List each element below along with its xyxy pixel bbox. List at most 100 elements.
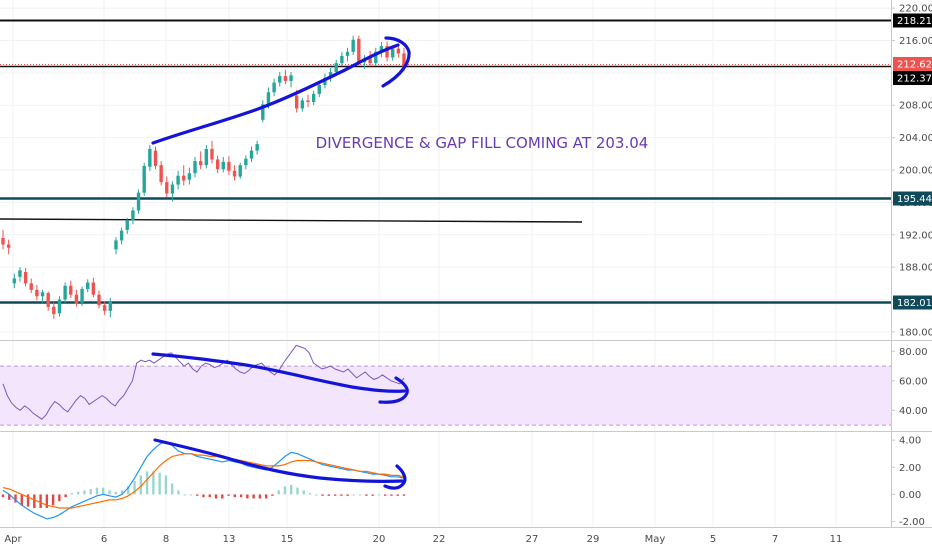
time-tick-label: 15 — [281, 534, 294, 545]
candle-body — [182, 175, 186, 181]
macd-tick-label: 4.00 — [899, 436, 921, 447]
hand-drawn-annotations — [151, 36, 411, 490]
time-tick-label: 5 — [710, 534, 716, 545]
macd-histogram-bar — [20, 494, 23, 506]
price-tags: 218.21 212.62 212.37 195.44 182.01 — [893, 13, 932, 310]
price-tick-label: 220.00 — [899, 4, 932, 15]
candle-body — [153, 150, 158, 166]
macd-histogram-bar — [277, 490, 280, 495]
macd-histogram-bar — [183, 494, 186, 496]
candle-body — [334, 63, 338, 73]
macd-histogram-bar — [371, 494, 374, 496]
time-tick-label: 20 — [373, 534, 386, 545]
macd-histogram-bar — [76, 491, 80, 495]
macd-histogram-bar — [377, 494, 381, 496]
candle-body — [29, 283, 33, 290]
candle-body — [119, 230, 124, 241]
candle-body — [249, 150, 254, 159]
candle-body — [396, 48, 401, 54]
candle-body — [74, 294, 79, 304]
time-tick-label: 7 — [772, 534, 778, 545]
macd-histogram-bar — [139, 475, 143, 495]
macd-histogram-bar — [127, 486, 130, 495]
macd-histogram-bar — [258, 494, 262, 499]
macd-histogram-bar — [327, 494, 331, 496]
candle-body — [221, 161, 225, 170]
macd-histogram-bar — [264, 494, 268, 499]
candle-body — [278, 76, 282, 83]
price-tag-box — [893, 13, 932, 28]
macd-axis[interactable]: 4.00 2.00 0.00 -2.00 — [891, 436, 925, 528]
macd-histogram-bar — [252, 494, 255, 499]
price-tag-box — [893, 295, 932, 310]
candle-body — [368, 58, 372, 64]
macd-histogram-bar — [202, 494, 205, 498]
macd-histogram-bar — [58, 494, 61, 502]
macd-histogram-bar — [120, 490, 124, 495]
macd-histogram-bar — [340, 494, 343, 496]
time-tick-label: 29 — [587, 534, 600, 545]
candle-body — [238, 165, 242, 177]
candle-body — [379, 46, 384, 52]
macd-histogram-bar — [164, 475, 168, 495]
candle-body — [46, 293, 50, 307]
macd-histogram-bar — [158, 472, 161, 495]
macd-histogram-bar — [64, 494, 67, 498]
candle-body — [215, 159, 220, 170]
macd-histogram-bar — [365, 494, 368, 496]
macd-histogram-bar — [227, 494, 230, 496]
candle-body — [261, 104, 265, 120]
candle-body — [102, 305, 107, 311]
time-tick-label: 27 — [526, 534, 539, 545]
macd-tick-label: -2.00 — [899, 517, 925, 528]
candle-body — [23, 272, 28, 284]
macd-histogram-bar — [214, 494, 218, 499]
time-axis[interactable]: Apr 6 8 13 15 20 22 27 29 May 5 7 11 — [4, 534, 842, 545]
price-tick-label: 216.00 — [899, 36, 932, 47]
candle-body — [345, 51, 350, 56]
macd-arrow-stroke — [383, 464, 407, 490]
rsi-trend-stroke — [151, 352, 406, 393]
candle-body — [210, 148, 214, 160]
macd-tick-label: 2.00 — [899, 463, 921, 474]
candle-body — [63, 285, 67, 300]
price-tick-label: 204.00 — [899, 133, 932, 144]
candle-body — [52, 306, 56, 315]
price-tag-label: 212.62 — [897, 60, 932, 71]
candle-body — [108, 301, 113, 311]
candle-body — [57, 299, 62, 314]
candle-body — [244, 158, 248, 166]
time-tick-label: May — [645, 534, 666, 545]
candle-body — [131, 210, 135, 221]
chart-annotation[interactable]: DIVERGENCE & GAP FILL COMING AT 203.04 — [316, 134, 649, 152]
time-tick-label: 22 — [433, 534, 446, 545]
candle-body — [12, 278, 16, 284]
rsi-pane[interactable] — [0, 344, 891, 426]
candle-body — [340, 55, 344, 64]
macd-histogram-bar — [321, 494, 324, 496]
macd-histogram-bar — [358, 494, 362, 496]
macd-histogram-bar — [145, 471, 149, 495]
macd-histogram-bar — [384, 494, 387, 496]
price-tag-label: 195.44 — [897, 194, 932, 205]
candle-body — [6, 244, 11, 248]
macd-histogram-bar — [271, 494, 274, 496]
candle-body — [80, 289, 84, 303]
candle-body — [227, 161, 231, 171]
candle-body — [35, 289, 39, 297]
candle-body — [289, 75, 293, 81]
candle-body — [18, 270, 22, 277]
price-tick-label: 188.00 — [899, 263, 932, 274]
rsi-axis[interactable]: 80.00 60.00 40.00 — [891, 347, 928, 417]
candle-body — [142, 165, 146, 193]
macd-pane[interactable] — [1, 440, 406, 520]
macd-histogram-bar — [196, 494, 199, 496]
candle-body — [193, 161, 197, 174]
rsi-tick-label: 80.00 — [899, 347, 928, 358]
candle-body — [266, 92, 271, 105]
price-tag-box — [893, 71, 932, 85]
macd-histogram-bar — [89, 489, 92, 495]
horizontal-gridlines — [0, 7, 891, 333]
macd-histogram-bar — [102, 487, 105, 495]
